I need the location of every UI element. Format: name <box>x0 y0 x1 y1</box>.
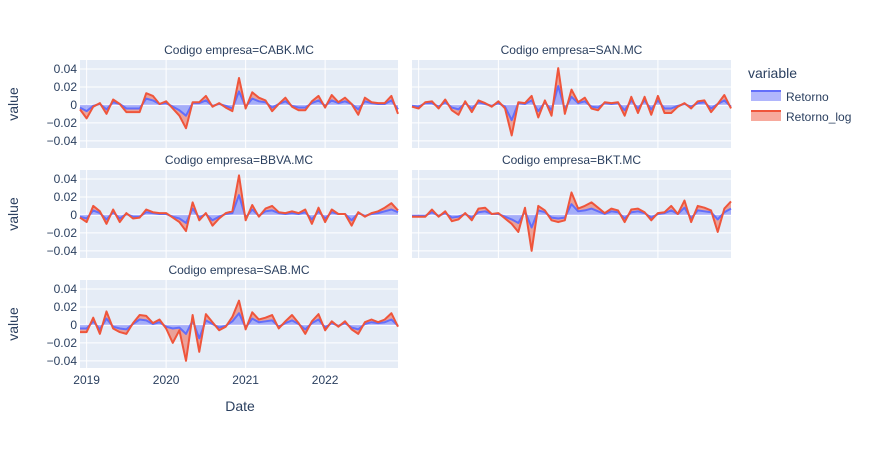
retorno-area <box>80 195 398 223</box>
y-axis-title: value <box>5 87 21 121</box>
y-tick-label: 0.02 <box>54 300 78 314</box>
y-tick-label: 0.04 <box>54 172 78 186</box>
y-tick-label: 0 <box>70 208 77 222</box>
legend-entry[interactable]: Retorno <box>751 90 829 104</box>
facet-panel: Codigo empresa=SAB.MC 0.04 0.02 0 −0.02 −0.04… <box>5 263 399 387</box>
legend-swatch-fill <box>751 91 781 101</box>
facet-title: Codigo empresa=SAB.MC <box>168 263 309 277</box>
y-tick-label: −0.04 <box>47 244 78 258</box>
y-tick-label: −0.02 <box>47 116 78 130</box>
facet-title: Codigo empresa=BBVA.MC <box>165 153 314 167</box>
legend-title: variable <box>748 65 797 81</box>
retorno-area <box>80 313 398 339</box>
y-tick-label: −0.02 <box>47 226 78 240</box>
retorno-log-line <box>79 174 399 233</box>
y-tick-label: −0.04 <box>47 134 78 148</box>
retorno-area <box>412 86 731 121</box>
y-tick-label: −0.02 <box>47 336 78 350</box>
legend-label: Retorno <box>786 90 829 104</box>
facet-panel: Codigo empresa=BBVA.MC 0.04 0.02 0 −0.02 −0.0… <box>5 153 399 258</box>
retorno-area <box>412 204 731 228</box>
retorno-log-area <box>80 77 398 129</box>
facet-title: Codigo empresa=BKT.MC <box>502 153 641 167</box>
retorno-line <box>79 90 399 117</box>
y-tick-label: 0.04 <box>54 282 78 296</box>
x-axis-title: Date <box>225 398 255 414</box>
legend[interactable]: variable Retorno Retorno_log <box>748 65 851 124</box>
retorno-area <box>80 91 398 116</box>
retorno-log-line <box>411 67 732 137</box>
y-tick-label: 0.02 <box>54 80 78 94</box>
y-tick-label: −0.04 <box>47 354 78 368</box>
y-axis-title: value <box>5 307 21 341</box>
facet-panel: Codigo empresa=CABK.MC 0.04 0.02 0 −0.02 −0.0… <box>5 43 399 148</box>
facet-title: Codigo empresa=CABK.MC <box>164 43 314 57</box>
facet-panel: Codigo empresa=BKT.MC <box>412 153 732 258</box>
x-tick-label: 2020 <box>153 373 180 387</box>
x-tick-label: 2022 <box>312 373 339 387</box>
retorno-log-area <box>80 175 398 232</box>
x-tick-label: 2021 <box>232 373 259 387</box>
retorno-log-line <box>79 76 399 130</box>
legend-label: Retorno_log <box>786 110 851 124</box>
y-tick-label: 0.04 <box>54 62 78 76</box>
facet-panel: Codigo empresa=SAN.MC <box>411 43 732 148</box>
retorno-log-line <box>412 191 732 252</box>
facet-title: Codigo empresa=SAN.MC <box>501 43 643 57</box>
y-tick-label: 0.02 <box>54 190 78 204</box>
x-tick-label: 2019 <box>73 373 100 387</box>
y-tick-label: 0 <box>70 98 77 112</box>
y-tick-label: 0 <box>70 318 77 332</box>
y-axis-title: value <box>5 197 21 231</box>
legend-swatch-fill <box>751 111 781 121</box>
chart-panels: Codigo empresa=CABK.MC 0.04 0.02 0 −0.02 −0.0… <box>5 43 732 387</box>
legend-entry[interactable]: Retorno_log <box>751 110 851 124</box>
retorno-log-line <box>80 299 399 362</box>
